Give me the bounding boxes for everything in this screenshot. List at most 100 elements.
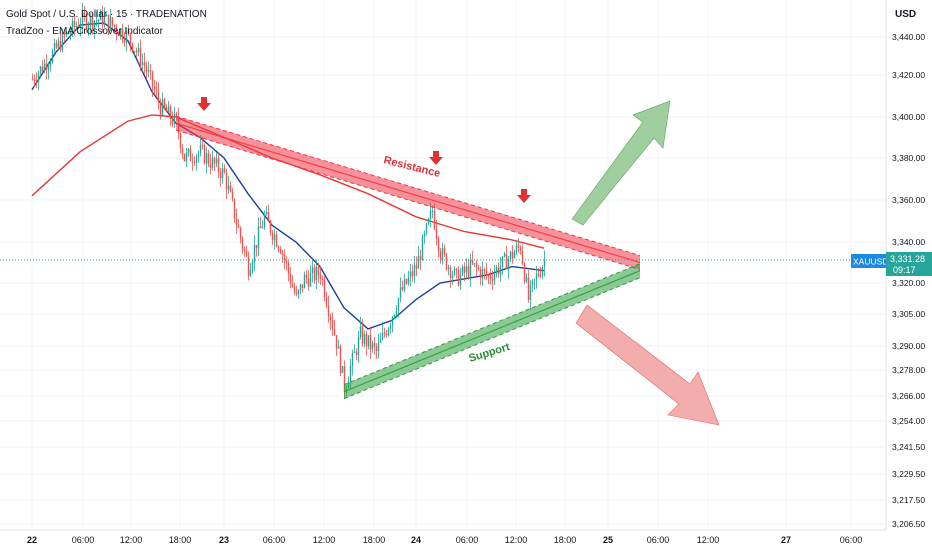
candle-body — [427, 219, 430, 224]
candle-body — [369, 335, 372, 350]
bearish-breakout-arrow[interactable] — [575, 304, 720, 426]
candle-body — [97, 20, 100, 22]
candle-body — [271, 232, 274, 240]
candle-body — [533, 279, 536, 281]
price-badge: XAUUSD 3,331.28 09:17 — [851, 252, 932, 276]
price-tick-label: 3,206.50 — [892, 519, 925, 529]
candle-body — [225, 172, 228, 190]
indicator-title[interactable]: TradZoo - EMA Crossover Indicator — [6, 26, 163, 37]
candle-body — [309, 272, 312, 287]
time-tick-label: 25 — [603, 535, 613, 545]
candle-body — [537, 273, 540, 276]
candle-body — [255, 245, 258, 249]
candle-body — [525, 277, 528, 282]
candle-body — [175, 113, 178, 118]
candle-body — [489, 275, 492, 279]
candle-body — [505, 253, 508, 270]
candle-body — [423, 233, 426, 237]
candle-body — [349, 366, 352, 382]
candle-body — [111, 17, 114, 26]
candle-body — [323, 279, 326, 298]
candle-body — [167, 106, 170, 113]
time-axis[interactable]: 22 06:00 12:00 18:00 23 06:00 12:00 18:00 24 06:0… — [0, 529, 932, 550]
candle-body — [215, 158, 218, 164]
candle-body — [43, 63, 46, 72]
candle-body — [57, 40, 60, 48]
candle-body — [437, 238, 440, 252]
candle-body — [401, 287, 404, 290]
price-tick-label: 3,360.00 — [892, 195, 925, 205]
candle-body — [287, 262, 290, 274]
candle-body — [61, 33, 64, 50]
candle-body — [89, 15, 92, 26]
candle-body — [233, 198, 236, 220]
time-tick-label: 06:00 — [647, 535, 670, 545]
candle-body — [183, 153, 186, 162]
time-tick-label: 12:00 — [505, 535, 528, 545]
support-channel[interactable] — [343, 263, 641, 400]
chart-grid — [0, 0, 886, 530]
time-tick-label: 06:00 — [456, 535, 479, 545]
candle-body — [213, 157, 216, 164]
currency-label: USD — [895, 9, 916, 20]
candle-body — [257, 226, 260, 249]
candle-body — [149, 70, 152, 72]
candle-body — [191, 160, 194, 162]
candle-body — [201, 144, 204, 146]
candle-body — [227, 185, 230, 190]
support-channel-upper-edge — [343, 263, 641, 386]
candle-body — [385, 333, 388, 336]
candle-body — [237, 224, 240, 228]
price-tick-label: 3,400.00 — [892, 112, 925, 122]
price-axis[interactable]: USD 3,440.00 3,420.00 3,400.00 3,380.00 3,36… — [851, 0, 932, 530]
candle-body — [387, 328, 390, 336]
price-tick-label: 3,278.00 — [892, 365, 925, 375]
candle-body — [195, 156, 198, 163]
candle-body — [391, 317, 394, 326]
candle-body — [357, 337, 360, 356]
candle-body — [301, 284, 304, 289]
candle-body — [431, 211, 434, 213]
candle-body — [135, 51, 138, 53]
candle-body — [63, 33, 66, 36]
resistance-channel[interactable] — [175, 115, 641, 270]
candle-body — [245, 250, 248, 257]
candle-body — [35, 81, 38, 83]
candle-body — [251, 261, 254, 270]
candle-body — [519, 247, 522, 251]
price-tick-label: 3,340.00 — [892, 237, 925, 247]
candle-body — [243, 248, 246, 251]
candle-body — [261, 226, 264, 229]
candle-body — [541, 266, 544, 276]
candle-body — [121, 28, 124, 40]
candle-body — [249, 269, 252, 276]
candle-body — [439, 251, 442, 260]
candle-body — [119, 28, 122, 37]
candle-body — [55, 42, 58, 48]
candle-body — [409, 271, 412, 278]
time-tick-label: 06:00 — [263, 535, 286, 545]
candle-body — [343, 366, 346, 393]
price-tick-label: 3,290.00 — [892, 341, 925, 351]
candle-body — [417, 255, 420, 269]
candle-body — [67, 32, 70, 34]
candle-body — [433, 211, 436, 229]
candle-body — [31, 79, 34, 81]
candle-body — [477, 267, 480, 270]
candle-body — [193, 161, 196, 163]
candle-body — [341, 366, 344, 373]
candle-body — [285, 260, 288, 263]
candle-body — [319, 275, 322, 279]
candle-body — [229, 185, 232, 192]
candle-body — [75, 25, 78, 28]
candle-body — [479, 269, 482, 279]
candle-body — [371, 343, 374, 350]
symbol-title[interactable]: Gold Spot / U.S. Dollar · 15 · TRADENATI… — [6, 9, 207, 20]
candle-body — [231, 191, 234, 199]
candle-body — [317, 266, 320, 276]
bullish-breakout-arrow[interactable] — [571, 100, 671, 226]
candle-body — [69, 32, 72, 34]
chart-legend: Gold Spot / U.S. Dollar · 15 · TRADENATI… — [6, 6, 207, 40]
